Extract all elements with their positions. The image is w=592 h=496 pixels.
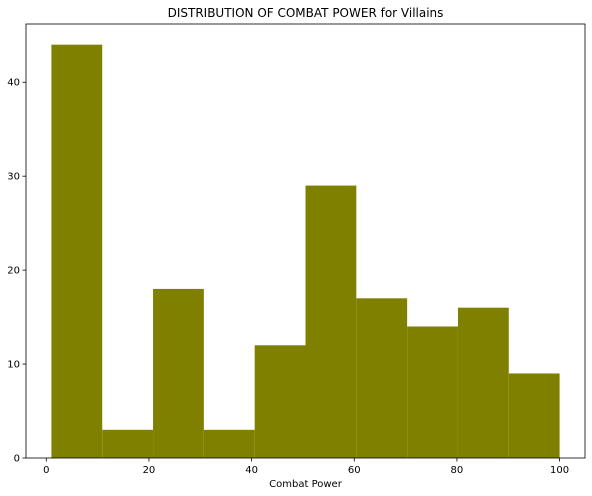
- histogram-bar: [457, 307, 509, 458]
- chart-title: DISTRIBUTION OF COMBAT POWER for Villain…: [168, 6, 444, 20]
- histogram-bar: [254, 345, 306, 458]
- x-axis-label: Combat Power: [269, 479, 343, 490]
- y-tick-label: 30: [7, 172, 20, 183]
- y-tick-label: 20: [7, 266, 20, 277]
- x-tick-label: 0: [43, 465, 49, 476]
- histogram-bar: [305, 185, 357, 459]
- histogram-bar: [203, 429, 255, 458]
- histogram-bar: [153, 288, 204, 458]
- plot-frame: [25, 23, 586, 459]
- histogram-bar: [102, 429, 154, 458]
- histogram-bar: [356, 298, 408, 458]
- x-tick-label: 80: [451, 465, 464, 476]
- y-tick-label: 0: [14, 454, 20, 465]
- histogram-bar: [51, 44, 103, 459]
- y-tick-label: 10: [7, 360, 20, 371]
- histogram-bar: [508, 373, 560, 458]
- x-tick-label: 40: [245, 465, 258, 476]
- y-axis-ticks: 0 10 20 30 40: [7, 78, 26, 465]
- x-tick-label: 20: [143, 465, 156, 476]
- y-tick-label: 40: [7, 78, 20, 89]
- x-tick-label: 60: [348, 465, 361, 476]
- histogram-bars: [51, 44, 560, 459]
- x-tick-label: 100: [550, 465, 569, 476]
- histogram-bar: [407, 326, 458, 458]
- x-axis-ticks: 0 20 40 60 80 100: [43, 458, 569, 476]
